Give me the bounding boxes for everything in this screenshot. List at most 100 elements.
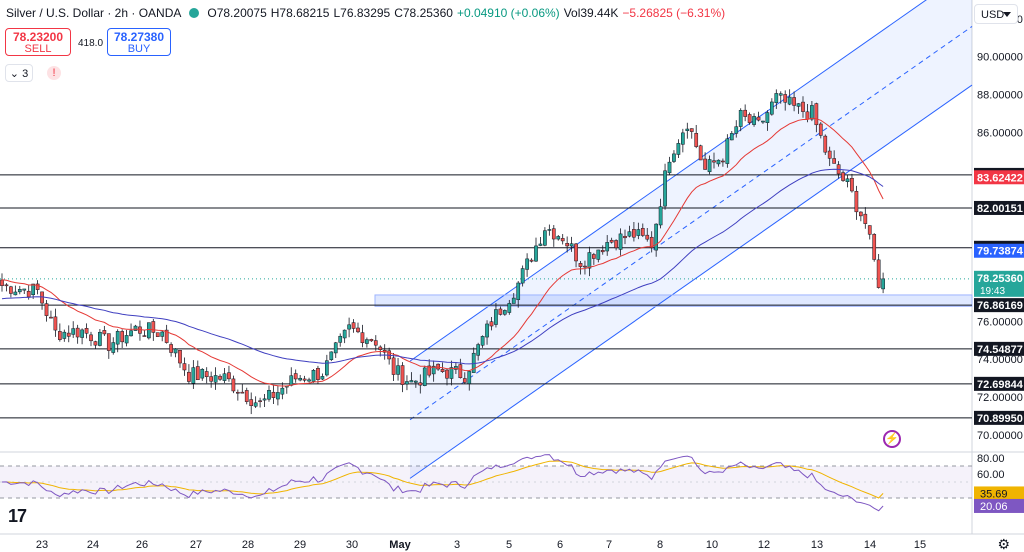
alert-icon[interactable]: ! <box>44 64 64 82</box>
candle-body <box>106 333 111 351</box>
candle-body <box>369 339 374 342</box>
candle-body <box>796 103 801 107</box>
candle-body <box>774 93 779 104</box>
candle-body <box>17 289 22 293</box>
candle-body <box>876 259 881 288</box>
candle-body <box>227 372 231 380</box>
currency-selector[interactable]: USD <box>974 4 1018 24</box>
symbol-title[interactable]: Silver / U.S. Dollar · 2h · OANDA <box>6 6 182 20</box>
candle-body <box>721 160 725 163</box>
candle-body <box>520 268 525 284</box>
candle-body <box>636 229 641 236</box>
candle-body <box>640 228 645 236</box>
candle-body <box>436 363 440 370</box>
candle-body <box>169 344 173 353</box>
candle-body <box>351 322 356 329</box>
candle-body <box>200 369 205 379</box>
candle-body <box>569 243 574 247</box>
candle-body <box>58 331 62 340</box>
ohlc-high: H78.68215 <box>270 6 330 20</box>
candle-body <box>489 321 494 327</box>
candle-body <box>22 288 27 291</box>
trend-channel <box>410 0 972 479</box>
price-label: 83.62422 <box>977 172 1023 184</box>
indicators-toggle[interactable]: ⌄ 3 <box>5 64 33 82</box>
flash-icon[interactable]: ⚡ <box>883 430 901 448</box>
candle-body <box>867 225 872 235</box>
tradingview-logo-icon[interactable]: 17 <box>8 506 27 526</box>
candle-body <box>605 242 610 252</box>
price-label-bg <box>974 410 1024 425</box>
candle-body <box>422 367 427 386</box>
candle-body <box>80 329 84 338</box>
candle-body <box>26 290 31 298</box>
current-price-label: 78.25360 <box>977 273 1023 285</box>
candle-body <box>298 377 302 381</box>
price-label: 76.86169 <box>977 300 1023 312</box>
candle-body <box>854 191 859 213</box>
candle-body <box>618 233 623 250</box>
candle-body <box>654 223 658 251</box>
candle-body <box>147 322 151 339</box>
candle-body <box>409 380 414 383</box>
price-label: 79.73874 <box>977 246 1024 258</box>
candle-body <box>4 284 9 287</box>
price-tick-label: 76.00000 <box>977 316 1023 328</box>
candle-body <box>240 391 245 394</box>
candle-body <box>827 150 832 159</box>
candle-body <box>311 369 316 382</box>
candle-body <box>814 103 819 126</box>
candle-body <box>712 160 716 163</box>
time-tick-label: 29 <box>294 539 306 551</box>
candle-body <box>195 366 200 381</box>
gear-icon[interactable]: ⚙ <box>997 536 1010 552</box>
candle-body <box>0 279 4 286</box>
candle-body <box>71 328 76 335</box>
candle-body <box>801 101 805 112</box>
candle-body <box>209 376 214 382</box>
symbol-legend: Silver / U.S. Dollar · 2h · OANDA O78.20… <box>6 6 725 20</box>
sell-label: SELL <box>24 43 52 55</box>
candle-body <box>253 402 258 407</box>
sell-button[interactable]: 78.23200 SELL <box>5 28 71 56</box>
spread-value: 418.0 <box>78 38 104 49</box>
price-change: +0.04910 (+0.06%) <box>456 6 560 20</box>
price-label: 70.89950 <box>977 413 1023 425</box>
candle-body <box>111 342 116 353</box>
candle-body <box>676 143 681 155</box>
candle-body <box>627 231 632 237</box>
candle-body <box>218 375 222 380</box>
buy-button[interactable]: 78.27380 BUY <box>107 28 171 56</box>
candle-body <box>485 323 489 338</box>
candle-body <box>342 329 347 339</box>
candle-body <box>600 250 605 253</box>
candle-body <box>574 243 578 262</box>
ohlc-close: C78.25360 <box>394 6 453 20</box>
channel-median <box>409 26 973 421</box>
candle-body <box>66 332 71 337</box>
price-label-bg <box>974 376 1024 391</box>
candle-body <box>89 334 93 342</box>
candle-body <box>356 327 360 333</box>
candle-body <box>142 335 147 337</box>
candle-body <box>703 158 707 170</box>
channel-lower <box>409 84 973 479</box>
time-tick-label: 7 <box>606 539 612 551</box>
candle-body <box>280 387 285 395</box>
candle-body <box>818 123 823 136</box>
candle-body <box>418 382 423 386</box>
candle-body <box>187 371 191 382</box>
candle-body <box>182 363 187 371</box>
candle-body <box>707 159 712 173</box>
candle-body <box>249 399 254 406</box>
time-tick-label: 23 <box>36 539 48 551</box>
candle-body <box>400 365 405 385</box>
price-tick-label: 72.00000 <box>977 392 1023 404</box>
candle-body <box>467 371 472 384</box>
candle-body <box>663 170 667 207</box>
candle-body <box>414 380 418 383</box>
candle-body <box>725 138 730 164</box>
candle-body <box>191 367 196 384</box>
candle-body <box>44 303 49 316</box>
